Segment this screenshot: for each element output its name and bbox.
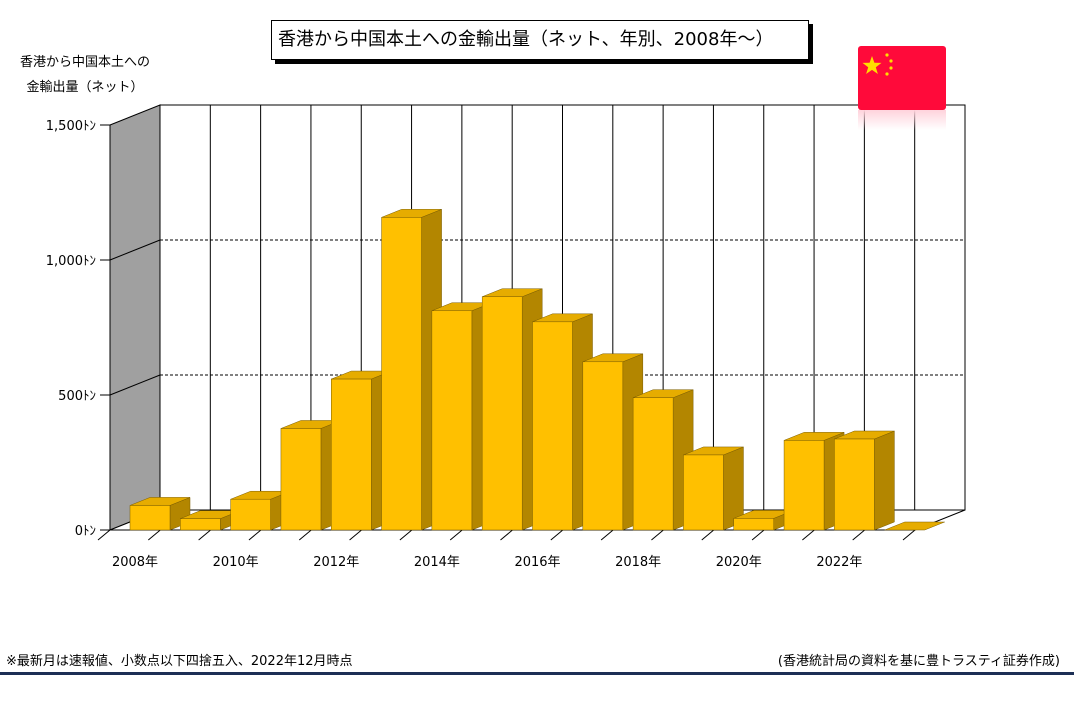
y-tick-label: 0ﾄﾝ (75, 524, 96, 539)
y-axis-label-line-2: 金輸出量（ネット） (26, 80, 144, 95)
x-tick-mark (651, 529, 664, 541)
x-tick-mark (550, 529, 564, 541)
x-tick-label: 2008年 (112, 555, 158, 570)
footer-note: ※最新月は速報値、小数点以下四捨五入、2022年12月時点 (6, 654, 353, 669)
bar (230, 490, 291, 531)
bar (632, 389, 694, 531)
bar (129, 497, 191, 531)
x-tick-mark (198, 529, 211, 541)
x-tick-label: 2022年 (816, 555, 862, 570)
wall-gridline (109, 374, 161, 396)
x-tick-mark (852, 529, 866, 541)
y-tick-label: 1,000ﾄﾝ (46, 254, 96, 269)
x-tick-label: 2016年 (514, 555, 560, 570)
x-tick-mark (449, 529, 463, 541)
bar (834, 430, 895, 531)
china-flag-icon (858, 46, 946, 110)
y-tick-label: 1,500ﾄﾝ (46, 119, 96, 134)
y-tick-label: 500ﾄﾝ (58, 389, 96, 404)
x-tick-label: 2020年 (716, 555, 762, 570)
x-tick-mark (147, 529, 161, 541)
side-wall (109, 104, 161, 531)
x-tick-mark (600, 529, 614, 541)
y-axis-label: 香港から中国本土への 金輸出量（ネット） (10, 50, 160, 100)
x-tick-mark (902, 529, 916, 541)
wall-gridline (109, 239, 161, 261)
x-tick-mark (298, 529, 312, 541)
x-tick-mark (802, 529, 815, 541)
y-axis-label-line-1: 香港から中国本土への (19, 55, 150, 70)
x-tick-mark (399, 529, 413, 541)
chart-title: 香港から中国本土への金輸出量（ネット、年別、2008年～） (271, 20, 809, 60)
x-tick-mark (751, 529, 765, 541)
x-tick-mark (248, 529, 262, 541)
source-note: (香港統計局の資料を基に豊トラスティ証券作成) (777, 654, 1060, 669)
x-tick-label: 2014年 (414, 555, 460, 570)
x-tick-label: 2012年 (313, 555, 359, 570)
x-tick-mark (701, 529, 715, 541)
x-tick-mark (349, 529, 362, 541)
x-tick-mark (500, 529, 513, 541)
x-tick-mark (97, 529, 111, 541)
x-tick-label: 2018年 (615, 555, 661, 570)
bar (884, 521, 945, 531)
flag-reflection (858, 110, 946, 130)
footer-divider (0, 672, 1074, 675)
bar (683, 446, 744, 531)
x-tick-label: 2010年 (213, 555, 259, 570)
